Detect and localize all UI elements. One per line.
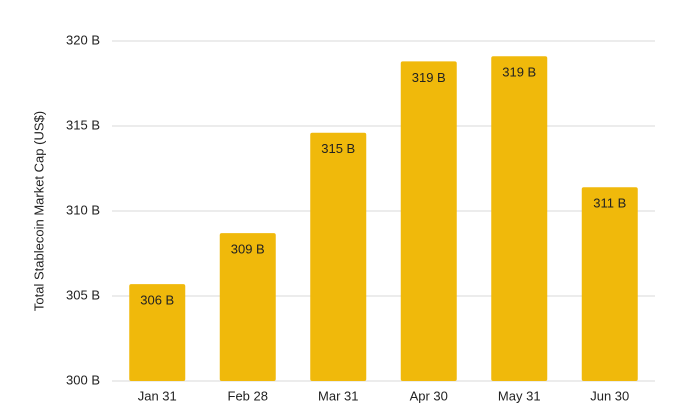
bar (400, 61, 457, 382)
bar (581, 187, 638, 381)
data-label: 309 B (231, 242, 265, 257)
bar (129, 284, 186, 381)
data-label: 319 B (502, 65, 536, 80)
bar (219, 233, 276, 381)
bar (491, 56, 548, 382)
y-tick-label: 320 B (66, 32, 100, 47)
x-tick-label: Jun 30 (590, 388, 629, 403)
x-tick-label: Apr 30 (410, 388, 448, 403)
y-tick-label: 310 B (66, 202, 100, 217)
data-label: 315 B (321, 141, 355, 156)
x-tick-label: Feb 28 (228, 388, 268, 403)
y-tick-label: 305 B (66, 287, 100, 302)
data-label: 319 B (412, 70, 446, 85)
bar (310, 132, 367, 381)
y-axis-label: Total Stablecoin Market Cap (US$) (31, 111, 46, 311)
x-tick-label: Mar 31 (318, 388, 358, 403)
data-label: 306 B (140, 293, 174, 308)
x-tick-label: Jan 31 (138, 388, 177, 403)
x-tick-label: May 31 (498, 388, 541, 403)
y-tick-label: 300 B (66, 372, 100, 387)
data-label: 311 B (593, 196, 626, 211)
y-tick-label: 315 B (66, 117, 100, 132)
